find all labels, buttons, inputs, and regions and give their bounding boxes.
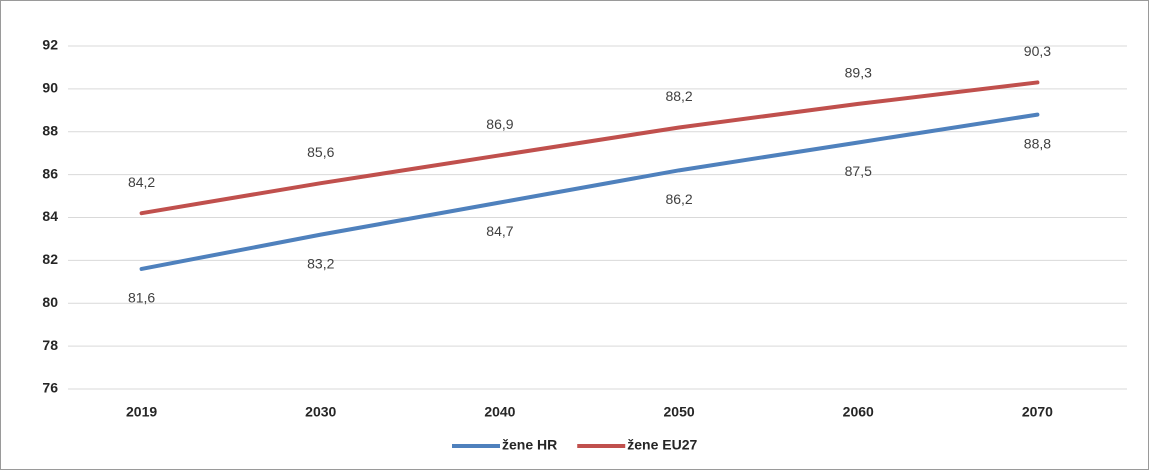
data-label: 87,5 <box>845 163 872 179</box>
data-label: 84,7 <box>486 223 513 239</box>
y-tick-label: 76 <box>42 380 58 396</box>
y-tick-label: 90 <box>42 80 58 96</box>
data-label: 90,3 <box>1024 43 1051 59</box>
data-label: 84,2 <box>128 174 155 190</box>
data-label: 86,2 <box>665 191 692 207</box>
series-line <box>139 112 1040 271</box>
x-tick-label: 2030 <box>305 404 336 420</box>
series-line <box>139 80 1040 216</box>
legend-label: žene EU27 <box>627 437 697 453</box>
data-label: 88,2 <box>665 88 692 104</box>
x-tick-label: 2050 <box>664 404 695 420</box>
data-label: 86,9 <box>486 116 513 132</box>
y-tick-label: 82 <box>42 251 58 267</box>
y-tick-label: 86 <box>42 165 58 181</box>
y-tick-label: 92 <box>42 37 58 53</box>
x-tick-label: 2019 <box>126 404 157 420</box>
x-tick-label: 2040 <box>484 404 515 420</box>
y-tick-label: 78 <box>42 337 58 353</box>
data-label: 88,8 <box>1024 135 1051 151</box>
y-tick-label: 88 <box>42 122 58 138</box>
x-tick-label: 2060 <box>843 404 874 420</box>
data-label: 83,2 <box>307 255 334 271</box>
legend-label: žene HR <box>502 437 557 453</box>
data-label: 85,6 <box>307 144 334 160</box>
x-tick-label: 2070 <box>1022 404 1053 420</box>
data-label: 81,6 <box>128 290 155 306</box>
data-label: 89,3 <box>845 65 872 81</box>
y-tick-label: 84 <box>42 208 58 224</box>
y-tick-label: 80 <box>42 294 58 310</box>
